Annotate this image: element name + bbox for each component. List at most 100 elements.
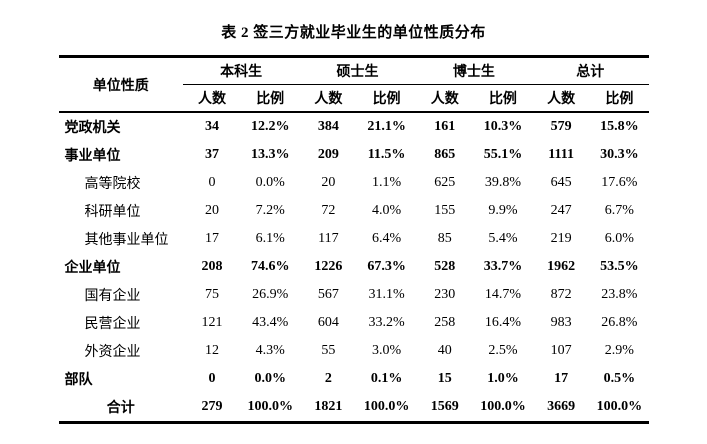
cell-value: 75 bbox=[205, 287, 219, 302]
cell-value: 872 bbox=[550, 287, 572, 302]
cell-value: 17 bbox=[554, 371, 569, 386]
cell-value: 100.0% bbox=[596, 399, 643, 414]
cell-value: 258 bbox=[434, 315, 456, 330]
cell-value: 983 bbox=[550, 315, 572, 330]
table-body: 党政机关 34 12.2% 384 21.1% 161 10.3% 579 15.8% 事业单位 3… bbox=[59, 112, 649, 423]
cell-value: 7.2% bbox=[255, 203, 285, 218]
cell-value: 12 bbox=[205, 343, 219, 358]
table-row: 事业单位 37 13.3% 209 11.5% 865 55.1% 1111 30.3% bbox=[59, 141, 649, 169]
cell-value: 1569 bbox=[430, 399, 459, 414]
cell-value: 37 bbox=[205, 147, 219, 162]
cell-value: 1962 bbox=[547, 259, 576, 274]
cell-value: 14.7% bbox=[484, 287, 522, 302]
cell-value: 625 bbox=[434, 175, 456, 190]
subheader-ratio: 比例 bbox=[241, 84, 300, 113]
cell-value: 208 bbox=[201, 259, 223, 274]
cell-value: 74.6% bbox=[250, 259, 290, 274]
cell-value: 528 bbox=[434, 259, 456, 274]
group-header-total: 总计 bbox=[532, 56, 649, 85]
cell-value: 33.2% bbox=[368, 315, 405, 330]
cell-value: 100.0% bbox=[247, 399, 293, 414]
row-label: 企业单位 bbox=[64, 261, 121, 276]
cell-value: 579 bbox=[550, 119, 572, 134]
group-header-doctor: 博士生 bbox=[415, 56, 533, 85]
unit-nature-distribution-table: 单位性质 本科生 硕士生 博士生 总计 人数 比例 人数 比例 人数 比例 人数… bbox=[58, 55, 649, 424]
cell-value: 230 bbox=[434, 287, 456, 302]
cell-value: 55 bbox=[321, 343, 336, 358]
cell-value: 15.8% bbox=[600, 119, 639, 134]
table-row: 企业单位 208 74.6% 1226 67.3% 528 33.7% 1962 53.5% bbox=[59, 253, 649, 281]
cell-value: 100.0% bbox=[363, 399, 410, 414]
table-header: 单位性质 本科生 硕士生 博士生 总计 人数 比例 人数 比例 人数 比例 人数… bbox=[58, 56, 649, 113]
table-row: 国有企业 75 26.9% 567 31.1% 230 14.7% 872 23.8% bbox=[59, 281, 649, 309]
cell-value: 21.1% bbox=[367, 119, 406, 134]
subheader-count: 人数 bbox=[532, 84, 591, 113]
table-row: 高等院校 0 0.0% 20 1.1% 625 39.8% 645 17.6% bbox=[59, 169, 649, 197]
cell-value: 17 bbox=[205, 231, 219, 246]
row-label: 事业单位 bbox=[64, 149, 121, 164]
cell-value: 107 bbox=[550, 343, 572, 358]
cell-value: 247 bbox=[550, 203, 572, 218]
cell-value: 15 bbox=[437, 371, 452, 386]
cell-value: 11.5% bbox=[367, 147, 406, 162]
cell-value: 16.4% bbox=[484, 315, 522, 330]
cell-value: 72 bbox=[321, 203, 336, 218]
row-label: 国有企业 bbox=[84, 289, 141, 304]
group-header-undergraduate: 本科生 bbox=[182, 56, 300, 85]
cell-value: 6.4% bbox=[371, 231, 402, 246]
cell-value: 5.4% bbox=[488, 231, 518, 246]
table-row: 党政机关 34 12.2% 384 21.1% 161 10.3% 579 15.8% bbox=[59, 112, 649, 141]
table-row: 外资企业 12 4.3% 55 3.0% 40 2.5% 107 2.9% bbox=[59, 337, 649, 365]
cell-value: 117 bbox=[318, 231, 339, 246]
cell-value: 1.1% bbox=[371, 175, 402, 190]
cell-value: 384 bbox=[317, 119, 339, 134]
cell-value: 2.9% bbox=[604, 343, 634, 358]
subheader-count: 人数 bbox=[299, 84, 358, 113]
cell-value: 40 bbox=[437, 343, 452, 358]
cell-value: 67.3% bbox=[367, 259, 406, 274]
cell-value: 6.0% bbox=[604, 231, 634, 246]
subheader-count: 人数 bbox=[415, 84, 474, 113]
cell-value: 2 bbox=[324, 371, 332, 386]
cell-value: 1821 bbox=[314, 399, 343, 414]
cell-value: 6.7% bbox=[604, 203, 634, 218]
table-title: 表 2 签三方就业毕业生的单位性质分布 bbox=[221, 25, 486, 41]
cell-value: 4.3% bbox=[255, 343, 285, 358]
cell-value: 279 bbox=[201, 399, 223, 414]
subheader-count: 人数 bbox=[182, 84, 242, 113]
cell-value: 0 bbox=[208, 371, 216, 386]
cell-value: 39.8% bbox=[484, 175, 522, 190]
row-label: 党政机关 bbox=[64, 121, 121, 136]
row-label: 外资企业 bbox=[84, 345, 141, 360]
group-header-master: 硕士生 bbox=[299, 56, 416, 85]
cell-value: 17.6% bbox=[601, 175, 638, 190]
cell-value: 26.8% bbox=[601, 315, 638, 330]
cell-value: 0 bbox=[208, 175, 216, 190]
row-label: 科研单位 bbox=[84, 205, 141, 220]
cell-value: 161 bbox=[434, 119, 456, 134]
cell-value: 121 bbox=[201, 315, 223, 330]
cell-value: 33.7% bbox=[483, 259, 523, 274]
cell-value: 20 bbox=[321, 175, 336, 190]
corner-header: 单位性质 bbox=[58, 56, 183, 113]
cell-value: 43.4% bbox=[252, 315, 289, 330]
row-label: 部队 bbox=[64, 373, 93, 388]
cell-value: 53.5% bbox=[600, 259, 639, 274]
subheader-ratio: 比例 bbox=[473, 84, 533, 113]
cell-value: 865 bbox=[434, 147, 456, 162]
subheader-ratio: 比例 bbox=[590, 84, 649, 113]
cell-value: 0.0% bbox=[254, 371, 286, 386]
cell-value: 100.0% bbox=[480, 399, 526, 414]
table-row: 其他事业单位 17 6.1% 117 6.4% 85 5.4% 219 6.0% bbox=[59, 225, 649, 253]
cell-value: 1.0% bbox=[487, 371, 519, 386]
cell-value: 4.0% bbox=[371, 203, 402, 218]
cell-value: 604 bbox=[317, 315, 339, 330]
cell-value: 1226 bbox=[314, 259, 343, 274]
table-row: 部队 0 0.0% 2 0.1% 15 1.0% 17 0.5% bbox=[59, 365, 649, 393]
cell-value: 13.3% bbox=[250, 147, 290, 162]
row-label: 合计 bbox=[106, 401, 135, 416]
cell-value: 30.3% bbox=[600, 147, 639, 162]
cell-value: 55.1% bbox=[483, 147, 523, 162]
table-row: 合计 279 100.0% 1821 100.0% 1569 100.0% 3669 100.0… bbox=[59, 393, 649, 423]
